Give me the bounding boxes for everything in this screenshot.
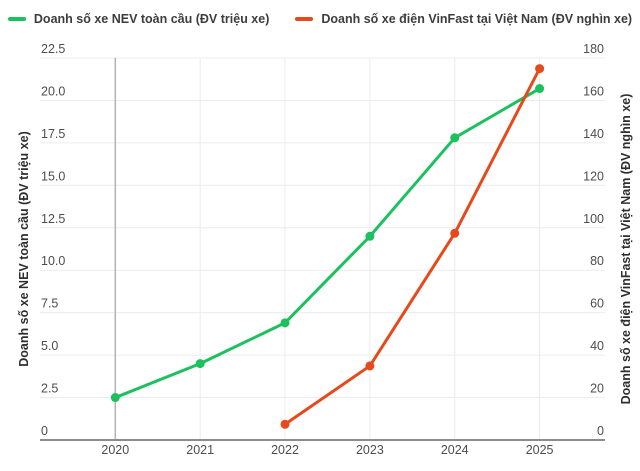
left-axis-tick-label: 17.5 <box>41 127 65 141</box>
nev-series-swatch-icon <box>7 17 26 21</box>
x-axis-tick-label: 2021 <box>186 443 214 457</box>
left-axis-tick-label: 22.5 <box>41 42 65 56</box>
data-point-series-0[interactable] <box>365 231 375 241</box>
data-point-series-0[interactable] <box>280 318 290 328</box>
left-axis-tick-label: 2.5 <box>41 382 58 396</box>
x-axis-tick-label: 2024 <box>441 443 469 457</box>
right-axis-tick-label: 80 <box>590 254 604 268</box>
data-point-series-0[interactable] <box>110 393 120 403</box>
data-point-series-1[interactable] <box>365 361 375 371</box>
x-axis-tick-label: 2025 <box>526 443 554 457</box>
legend-item-vinfast-vietnam[interactable]: Doanh số xe điện VinFast tại Việt Nam (Đ… <box>295 12 632 26</box>
x-axis-tick-label: 2023 <box>356 443 384 457</box>
left-axis-tick-label: 15.0 <box>41 169 65 183</box>
data-point-series-1[interactable] <box>280 419 290 429</box>
vinfast-series-swatch-icon <box>295 17 314 21</box>
right-axis-tick-label: 60 <box>590 297 604 311</box>
chart-legend: Doanh số xe NEV toàn cầu (ĐV triệu xe) D… <box>0 12 640 26</box>
left-axis-tick-label: 5.0 <box>41 339 58 353</box>
data-point-series-1[interactable] <box>535 64 545 74</box>
x-axis-tick-label: 2020 <box>101 443 129 457</box>
data-point-series-1[interactable] <box>450 228 460 238</box>
legend-label-nev-global: Doanh số xe NEV toàn cầu (ĐV triệu xe) <box>33 12 270 26</box>
right-axis-tick-label: 100 <box>583 212 604 226</box>
data-point-series-0[interactable] <box>535 84 545 94</box>
legend-item-nev-global[interactable]: Doanh số xe NEV toàn cầu (ĐV triệu xe) <box>7 12 270 26</box>
data-point-series-0[interactable] <box>195 359 205 369</box>
data-point-series-0[interactable] <box>450 133 460 143</box>
right-axis-tick-label: 180 <box>583 42 604 56</box>
x-axis-tick-label: 2022 <box>271 443 299 457</box>
right-axis-tick-label: 120 <box>583 169 604 183</box>
left-axis-tick-label: 7.5 <box>41 297 58 311</box>
right-axis-tick-label: 40 <box>590 339 604 353</box>
left-axis-tick-label: 10.0 <box>41 254 65 268</box>
right-axis-tick-label: 160 <box>583 84 604 98</box>
series-line-0 <box>113 87 542 400</box>
series-line-1 <box>283 67 542 426</box>
left-axis-tick-label: 0 <box>41 424 48 438</box>
right-axis-title: Doanh số xe điện VinFast tại Việt Nam (Đ… <box>619 93 633 405</box>
left-axis-tick-label: 12.5 <box>41 212 65 226</box>
right-axis-tick-label: 20 <box>590 382 604 396</box>
right-axis-tick-label: 140 <box>583 127 604 141</box>
right-axis-tick-label: 0 <box>597 424 604 438</box>
left-axis-tick-label: 20.0 <box>41 84 65 98</box>
legend-label-vinfast-vietnam: Doanh số xe điện VinFast tại Việt Nam (Đ… <box>321 12 633 26</box>
left-axis-title: Doanh số xe NEV toàn cầu (ĐV triệu xe) <box>17 131 31 367</box>
